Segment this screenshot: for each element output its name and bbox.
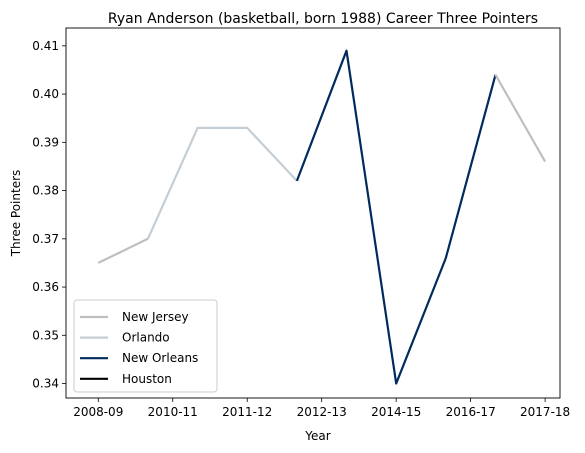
series-line-new-orleans <box>295 49 497 385</box>
y-tick-label: 0.39 <box>32 135 59 149</box>
x-axis-title: Year <box>304 429 330 443</box>
legend-label-houston: Houston <box>122 372 172 386</box>
x-tick-label: 2016-17 <box>446 405 496 419</box>
series-line-houston <box>494 74 547 163</box>
y-tick-label: 0.38 <box>32 184 59 198</box>
y-tick-label: 0.40 <box>32 87 59 101</box>
legend-label-new-jersey: New Jersey <box>122 310 189 324</box>
x-tick-label: 2012-13 <box>297 405 347 419</box>
y-axis: 0.34 0.35 0.36 0.37 0.38 0.39 0.40 0.41 <box>32 39 66 391</box>
x-tick-label: 2014-15 <box>371 405 421 419</box>
y-tick-label: 0.36 <box>32 280 59 294</box>
chart-title: Ryan Anderson (basketball, born 1988) Ca… <box>108 11 538 27</box>
legend-box <box>73 299 218 393</box>
legend-label-orlando: Orlando <box>122 331 170 345</box>
y-tick-label: 0.35 <box>32 328 59 342</box>
y-tick-label: 0.37 <box>32 232 59 246</box>
x-tick-label: 2010-11 <box>148 405 198 419</box>
y-axis-title: Three Pointers <box>9 170 23 258</box>
plot-area <box>97 49 547 385</box>
x-tick-label: 2011-12 <box>222 405 272 419</box>
series-line-orlando <box>146 126 298 240</box>
x-tick-label: 2008-09 <box>73 405 123 419</box>
x-tick-label: 2017-18 <box>520 405 570 419</box>
legend-label-new-orleans: New Orleans <box>122 351 198 365</box>
plot-frame <box>65 27 561 399</box>
y-tick-label: 0.34 <box>32 377 59 391</box>
series-line-new-jersey <box>97 237 149 264</box>
x-axis: 2008-09 2010-11 2011-12 2012-13 2014-15 2016-… <box>73 398 570 419</box>
y-tick-label: 0.41 <box>32 39 59 53</box>
legend: New Jersey Orlando New Orleans Houston <box>73 299 218 393</box>
